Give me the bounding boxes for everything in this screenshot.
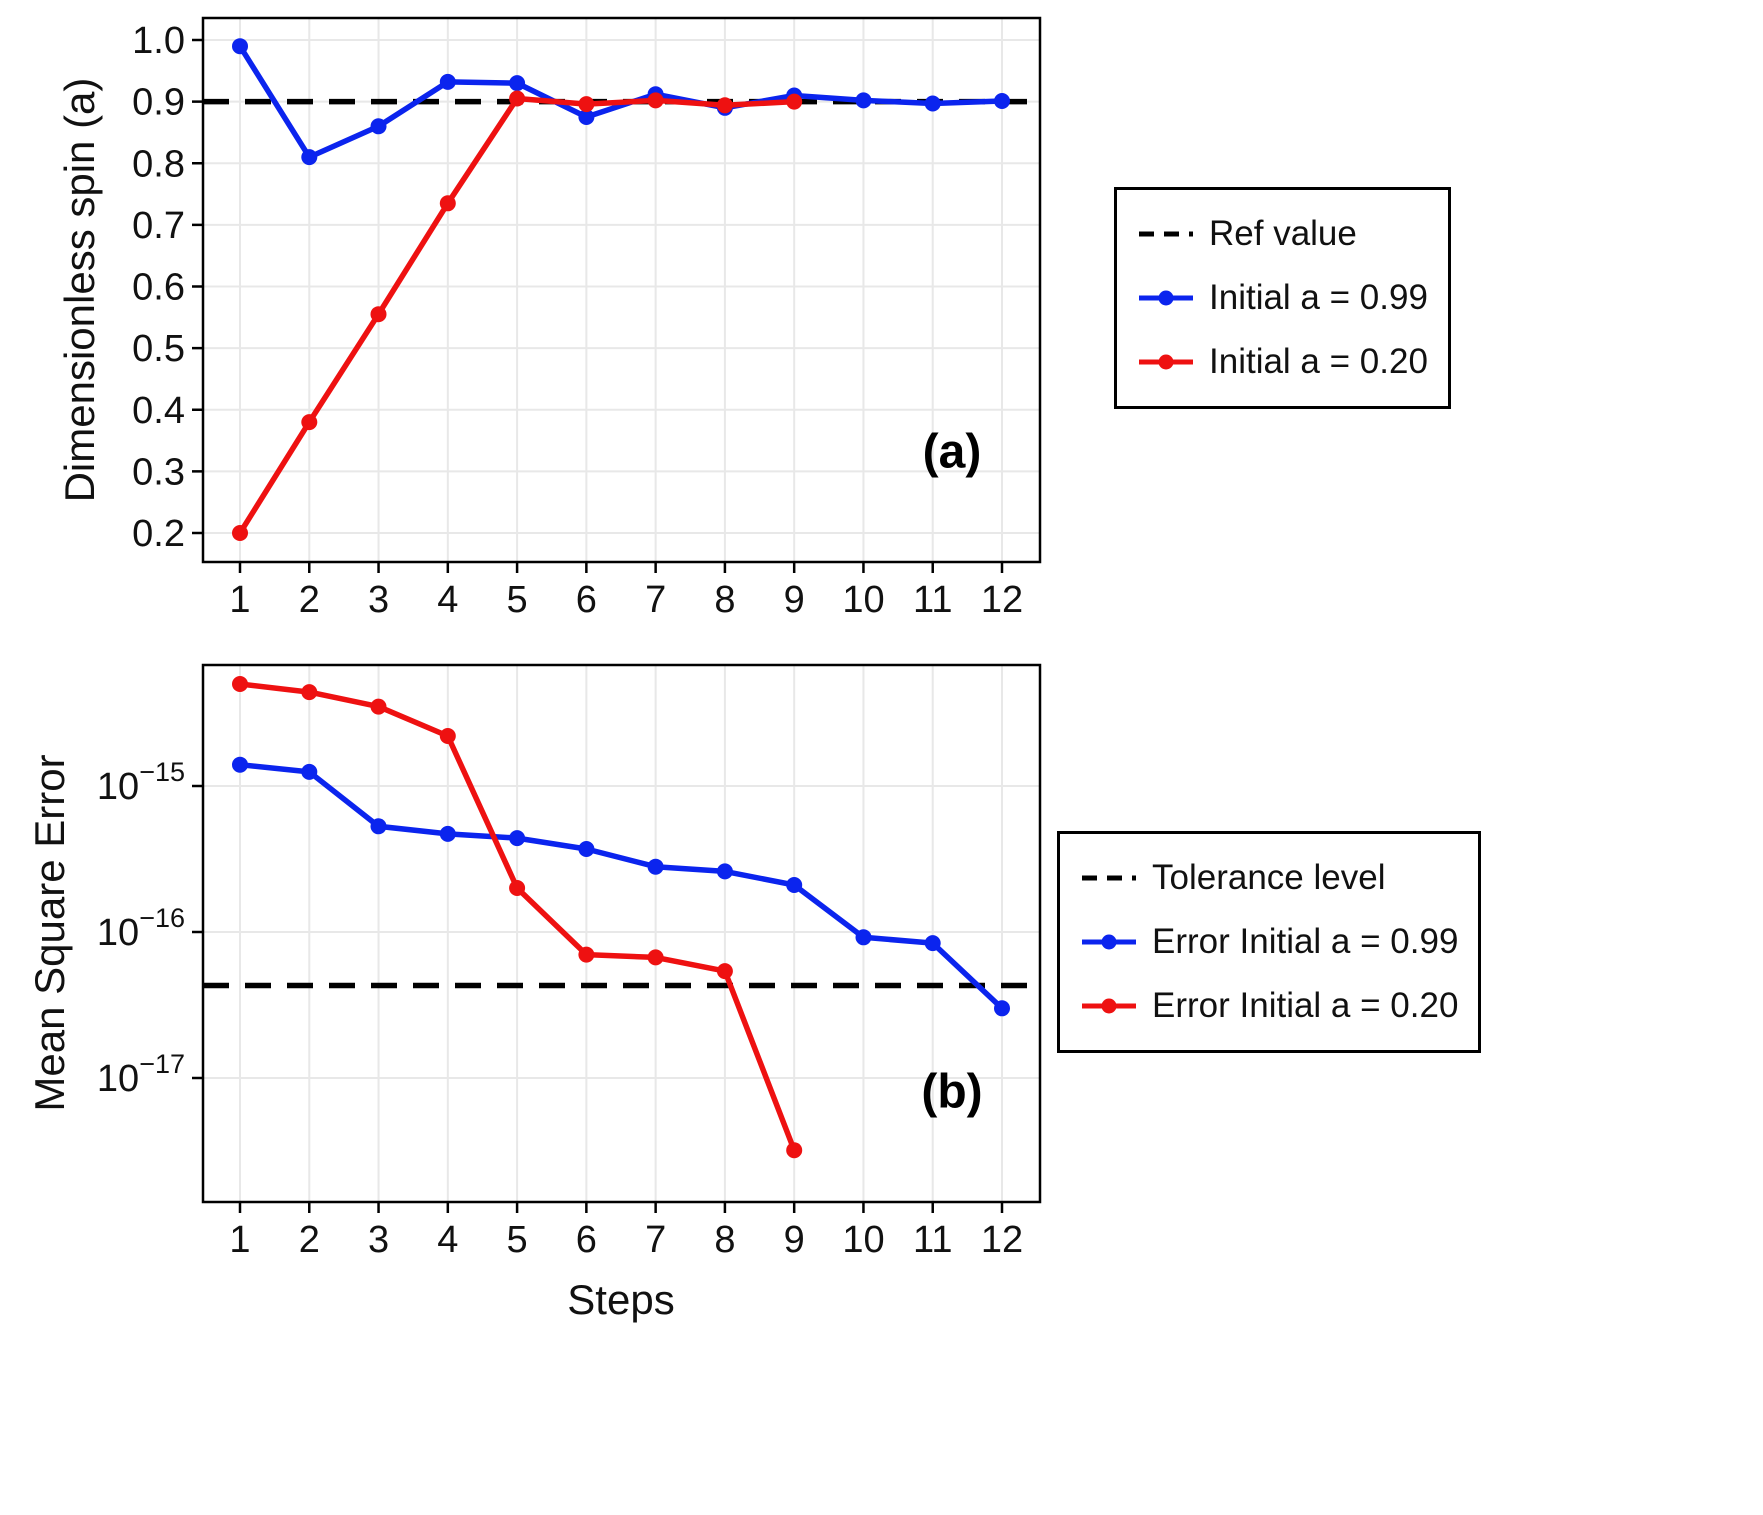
- panel-b-frame: [201, 663, 1042, 1204]
- red-line-swatch: [1082, 998, 1136, 1014]
- panel-a-ticks: 1 2 3 4 5 6 7 8 9 10 11 120.20.30.40.50.60.70.80.91…: [132, 20, 1023, 621]
- legend-label: Tolerance level: [1152, 858, 1386, 897]
- svg-text:6: 6: [576, 1219, 597, 1261]
- svg-text:0.2: 0.2: [132, 513, 185, 555]
- x-axis-label: Steps: [567, 1276, 675, 1323]
- legend-panel-b: Tolerance level Error Initial a = 0.99 E…: [1057, 831, 1482, 1053]
- svg-text:4: 4: [437, 579, 458, 621]
- svg-text:10: 10: [842, 579, 884, 621]
- legend-label: Error Initial a = 0.20: [1152, 986, 1459, 1025]
- svg-text:12: 12: [981, 579, 1023, 621]
- svg-text:11: 11: [913, 1219, 952, 1261]
- panel-a-ylabel: Dimensionless spin (a): [56, 77, 103, 503]
- svg-text:1: 1: [229, 579, 250, 621]
- dashed-line-swatch: [1082, 875, 1136, 881]
- svg-text:8: 8: [714, 1219, 735, 1261]
- svg-text:0.3: 0.3: [132, 451, 185, 493]
- legend-item-error-initial-a-099: Error Initial a = 0.99: [1080, 914, 1458, 970]
- legend-item-tolerance-level: Tolerance level: [1080, 850, 1458, 906]
- svg-text:0.4: 0.4: [132, 390, 185, 432]
- blue-line-swatch: [1139, 290, 1193, 306]
- panel-b-series-1: [232, 676, 803, 1159]
- panel-a-series-0: [232, 38, 1010, 166]
- svg-text:10−17: 10−17: [97, 1049, 185, 1100]
- panel-a-series-1: [232, 90, 803, 541]
- panel-a-tag: (a): [922, 425, 982, 479]
- svg-text:1: 1: [229, 1219, 250, 1261]
- svg-text:10−16: 10−16: [97, 903, 185, 954]
- svg-text:0.9: 0.9: [132, 82, 185, 124]
- panel-b-series-0: [232, 756, 1010, 1017]
- legend-item-initial-a-020: Initial a = 0.20: [1137, 334, 1428, 390]
- svg-text:9: 9: [784, 579, 805, 621]
- svg-text:2: 2: [299, 579, 320, 621]
- svg-text:11: 11: [913, 579, 952, 621]
- legend-label: Error Initial a = 0.99: [1152, 922, 1459, 961]
- panel-b-grid: [203, 665, 1040, 1202]
- svg-text:10−15: 10−15: [97, 757, 185, 808]
- svg-text:7: 7: [645, 1219, 666, 1261]
- panel-b-ylabel: Mean Square Error: [26, 754, 73, 1112]
- panel-a-plot: 1 2 3 4 5 6 7 8 9 10 11 120.20.30.40.50.60.70.80.91…: [132, 16, 1042, 621]
- svg-text:4: 4: [437, 1219, 458, 1261]
- legend-panel-a: Ref value Initial a = 0.99 Initial a = 0…: [1114, 187, 1451, 409]
- svg-text:3: 3: [368, 1219, 389, 1261]
- svg-text:8: 8: [714, 579, 735, 621]
- panel-b-tag: (b): [921, 1065, 983, 1119]
- red-line-swatch: [1139, 354, 1193, 370]
- dashed-line-swatch: [1139, 231, 1193, 237]
- svg-text:9: 9: [784, 1219, 805, 1261]
- legend-label: Initial a = 0.99: [1209, 278, 1428, 317]
- svg-text:12: 12: [981, 1219, 1023, 1261]
- svg-text:7: 7: [645, 579, 666, 621]
- svg-text:3: 3: [368, 579, 389, 621]
- panel-a-frame: [201, 16, 1042, 564]
- legend-label: Ref value: [1209, 214, 1357, 253]
- svg-text:2: 2: [299, 1219, 320, 1261]
- legend-item-ref-value: Ref value: [1137, 206, 1428, 262]
- svg-text:0.7: 0.7: [132, 205, 185, 247]
- legend-item-error-initial-a-020: Error Initial a = 0.20: [1080, 978, 1458, 1034]
- svg-text:0.8: 0.8: [132, 143, 185, 185]
- svg-text:0.6: 0.6: [132, 267, 185, 309]
- legend-label: Initial a = 0.20: [1209, 342, 1428, 381]
- svg-text:1.0: 1.0: [132, 20, 185, 62]
- legend-item-initial-a-099: Initial a = 0.99: [1137, 270, 1428, 326]
- svg-text:0.5: 0.5: [132, 328, 185, 370]
- blue-line-swatch: [1082, 934, 1136, 950]
- svg-text:5: 5: [507, 1219, 528, 1261]
- svg-text:6: 6: [576, 579, 597, 621]
- svg-text:10: 10: [842, 1219, 884, 1261]
- svg-text:5: 5: [507, 579, 528, 621]
